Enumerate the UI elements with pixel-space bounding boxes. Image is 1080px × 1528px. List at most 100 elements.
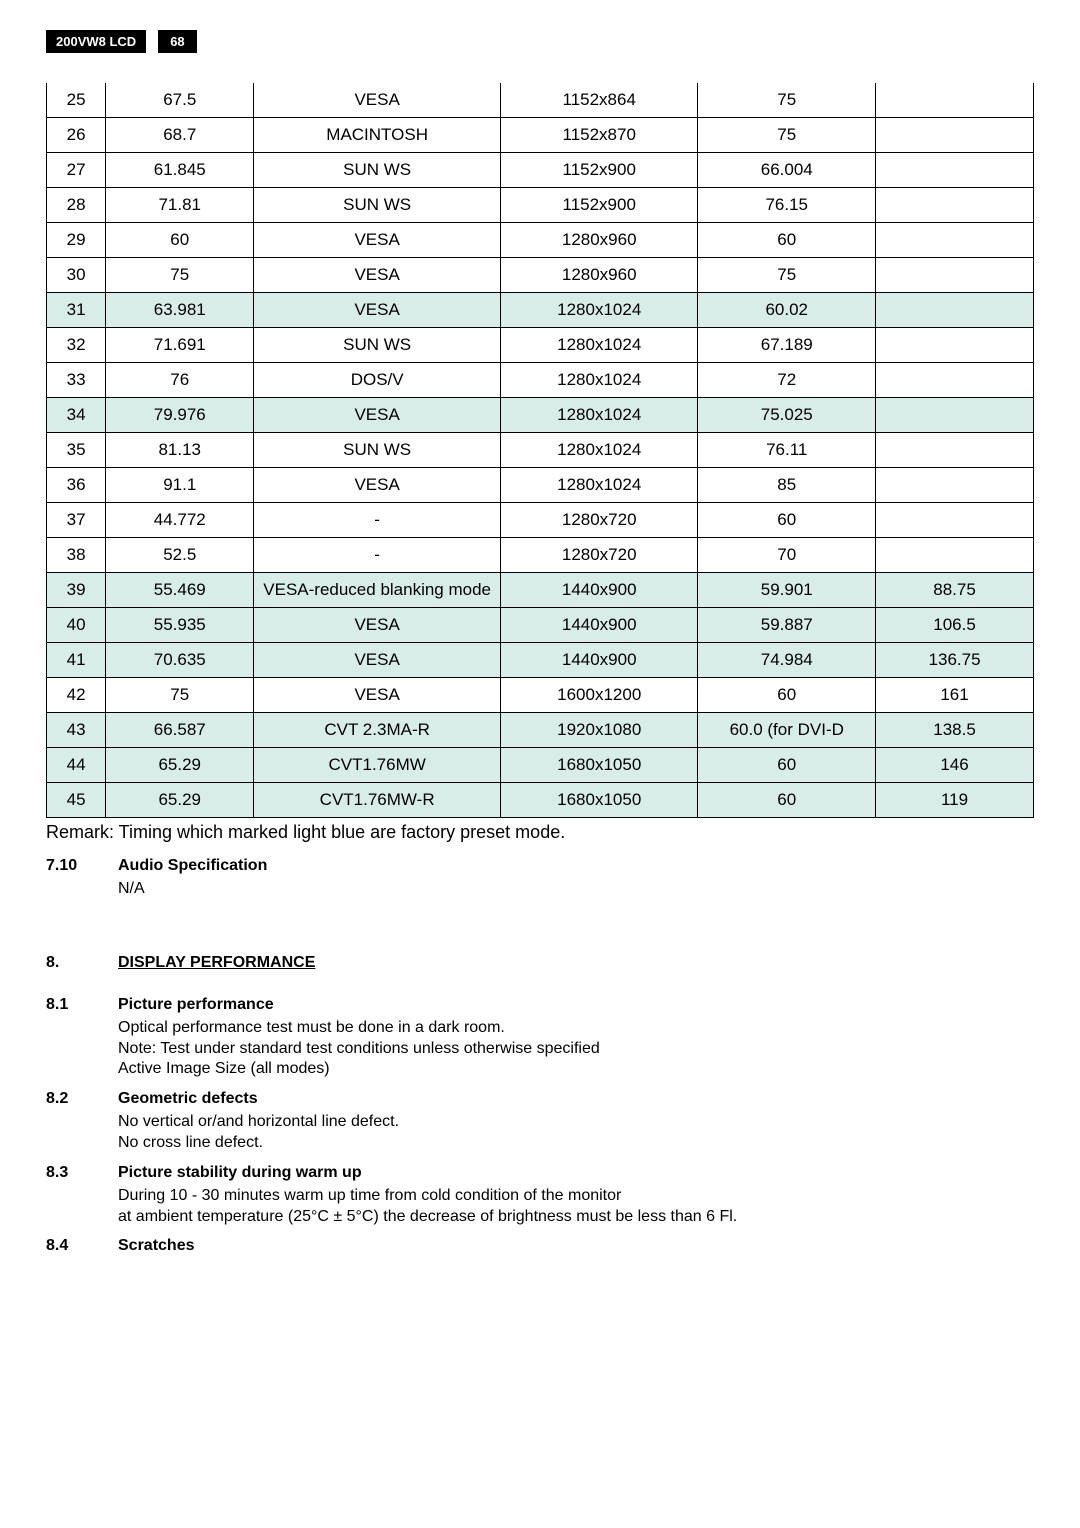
table-cell: VESA (254, 83, 501, 118)
table-cell: 44.772 (106, 503, 254, 538)
table-cell: VESA (254, 398, 501, 433)
table-row: 4465.29CVT1.76MW1680x105060146 (47, 748, 1034, 783)
table-cell (876, 398, 1034, 433)
table-cell (876, 223, 1034, 258)
table-cell (876, 538, 1034, 573)
table-cell: 63.981 (106, 293, 254, 328)
table-cell (876, 328, 1034, 363)
table-row: 4055.935VESA1440x90059.887106.5 (47, 608, 1034, 643)
table-cell: CVT1.76MW-R (254, 783, 501, 818)
table-cell: 1280x1024 (501, 468, 698, 503)
table-cell: 66.587 (106, 713, 254, 748)
table-row: 2761.845SUN WS1152x90066.004 (47, 153, 1034, 188)
table-cell: 161 (876, 678, 1034, 713)
section-title: Scratches (118, 1237, 195, 1255)
table-cell (876, 468, 1034, 503)
table-cell: 44 (47, 748, 106, 783)
table-cell: 60.02 (698, 293, 876, 328)
table-cell: 60 (698, 503, 876, 538)
table-cell (876, 293, 1034, 328)
section-number: 8.3 (46, 1164, 118, 1182)
table-cell: 59.887 (698, 608, 876, 643)
table-cell: 32 (47, 328, 106, 363)
table-cell: 76.15 (698, 188, 876, 223)
table-cell: 52.5 (106, 538, 254, 573)
section-number: 8.4 (46, 1237, 118, 1255)
table-cell: - (254, 538, 501, 573)
table-cell (876, 503, 1034, 538)
table-cell: 65.29 (106, 783, 254, 818)
section-number: 8.2 (46, 1090, 118, 1108)
table-cell: 1280x1024 (501, 398, 698, 433)
table-row: 3581.13SUN WS1280x102476.11 (47, 433, 1034, 468)
table-cell: 70 (698, 538, 876, 573)
table-cell (876, 153, 1034, 188)
section-title: Audio Specification (118, 857, 267, 875)
table-cell: 35 (47, 433, 106, 468)
table-row: 2871.81SUN WS1152x90076.15 (47, 188, 1034, 223)
table-cell: 1600x1200 (501, 678, 698, 713)
table-cell: 68.7 (106, 118, 254, 153)
table-cell: 75.025 (698, 398, 876, 433)
table-cell: 1152x870 (501, 118, 698, 153)
table-cell: 40 (47, 608, 106, 643)
table-cell: 25 (47, 83, 106, 118)
page-header: 200VW8 LCD 68 (46, 30, 1034, 53)
table-cell: 1280x720 (501, 538, 698, 573)
table-cell: 1440x900 (501, 643, 698, 678)
table-cell: 34 (47, 398, 106, 433)
table-cell: 74.984 (698, 643, 876, 678)
table-cell: VESA (254, 468, 501, 503)
table-cell: 146 (876, 748, 1034, 783)
table-cell: 1280x1024 (501, 328, 698, 363)
table-cell: 28 (47, 188, 106, 223)
text-line: Note: Test under standard test condition… (118, 1039, 1034, 1060)
table-row: 3744.772-1280x72060 (47, 503, 1034, 538)
table-cell: 1280x960 (501, 258, 698, 293)
section-8-1-body: Optical performance test must be done in… (118, 1018, 1034, 1080)
table-cell: 45 (47, 783, 106, 818)
text-line: No vertical or/and horizontal line defec… (118, 1112, 1034, 1133)
table-cell: 60 (698, 223, 876, 258)
table-cell: 1920x1080 (501, 713, 698, 748)
table-cell: 39 (47, 573, 106, 608)
table-cell: 1152x900 (501, 188, 698, 223)
table-cell: 71.81 (106, 188, 254, 223)
table-cell: 38 (47, 538, 106, 573)
table-cell: 1152x864 (501, 83, 698, 118)
table-cell: 60 (698, 678, 876, 713)
table-row: 3479.976VESA1280x102475.025 (47, 398, 1034, 433)
text-line: Optical performance test must be done in… (118, 1018, 1034, 1039)
table-cell: 31 (47, 293, 106, 328)
table-cell: 138.5 (876, 713, 1034, 748)
table-row: 3691.1VESA1280x102485 (47, 468, 1034, 503)
table-cell: 91.1 (106, 468, 254, 503)
table-cell: 75 (106, 258, 254, 293)
table-cell: VESA (254, 608, 501, 643)
table-cell: 26 (47, 118, 106, 153)
table-cell: 79.976 (106, 398, 254, 433)
table-cell: 75 (106, 678, 254, 713)
table-cell: 1280x1024 (501, 363, 698, 398)
table-cell: 72 (698, 363, 876, 398)
table-cell: 106.5 (876, 608, 1034, 643)
table-cell: 60 (106, 223, 254, 258)
table-cell: 55.469 (106, 573, 254, 608)
table-cell: 1280x1024 (501, 293, 698, 328)
table-cell: SUN WS (254, 433, 501, 468)
table-cell: 136.75 (876, 643, 1034, 678)
section-7-10: 7.10 Audio Specification (46, 857, 1034, 875)
table-cell: 36 (47, 468, 106, 503)
table-row: 3163.981VESA1280x102460.02 (47, 293, 1034, 328)
section-8-3: 8.3 Picture stability during warm up (46, 1164, 1034, 1182)
table-cell: SUN WS (254, 328, 501, 363)
section-title: Picture performance (118, 996, 274, 1014)
table-remark: Remark: Timing which marked light blue a… (46, 822, 1034, 843)
table-cell: 75 (698, 118, 876, 153)
table-cell: SUN WS (254, 188, 501, 223)
text-line: No cross line defect. (118, 1133, 1034, 1154)
table-cell: 66.004 (698, 153, 876, 188)
table-row: 3955.469VESA-reduced blanking mode1440x9… (47, 573, 1034, 608)
table-row: 2567.5VESA1152x86475 (47, 83, 1034, 118)
table-cell: 67.189 (698, 328, 876, 363)
